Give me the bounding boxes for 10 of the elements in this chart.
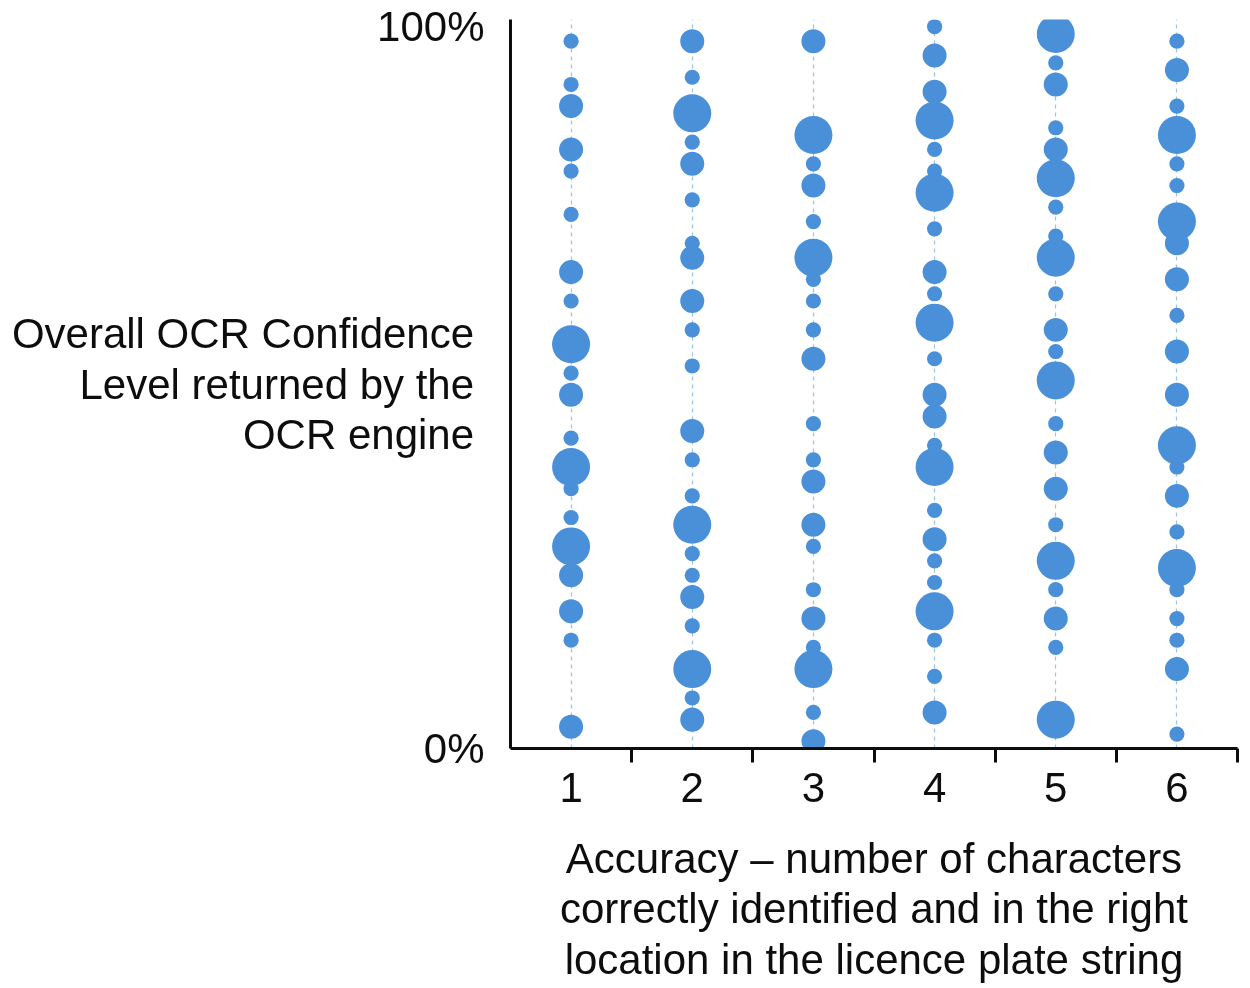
- x-tick-label: 4: [922, 763, 947, 811]
- x-tick-label: 6: [1165, 763, 1189, 811]
- x-tick-label: 5: [1044, 763, 1068, 811]
- x-tick-label: 1: [559, 763, 583, 811]
- x-tick-label: 2: [680, 763, 704, 811]
- y-tick-label: 100%: [377, 3, 485, 51]
- x-axis-title: Accuracy – number of characters correctly identified and in the right location in the licence plate string: [559, 834, 1189, 984]
- y-axis-title: Overall OCR Confidence Level returned by the OCR engine: [11, 309, 475, 459]
- x-tick-label: 3: [801, 763, 826, 811]
- y-tick-label: 0%: [423, 725, 485, 772]
